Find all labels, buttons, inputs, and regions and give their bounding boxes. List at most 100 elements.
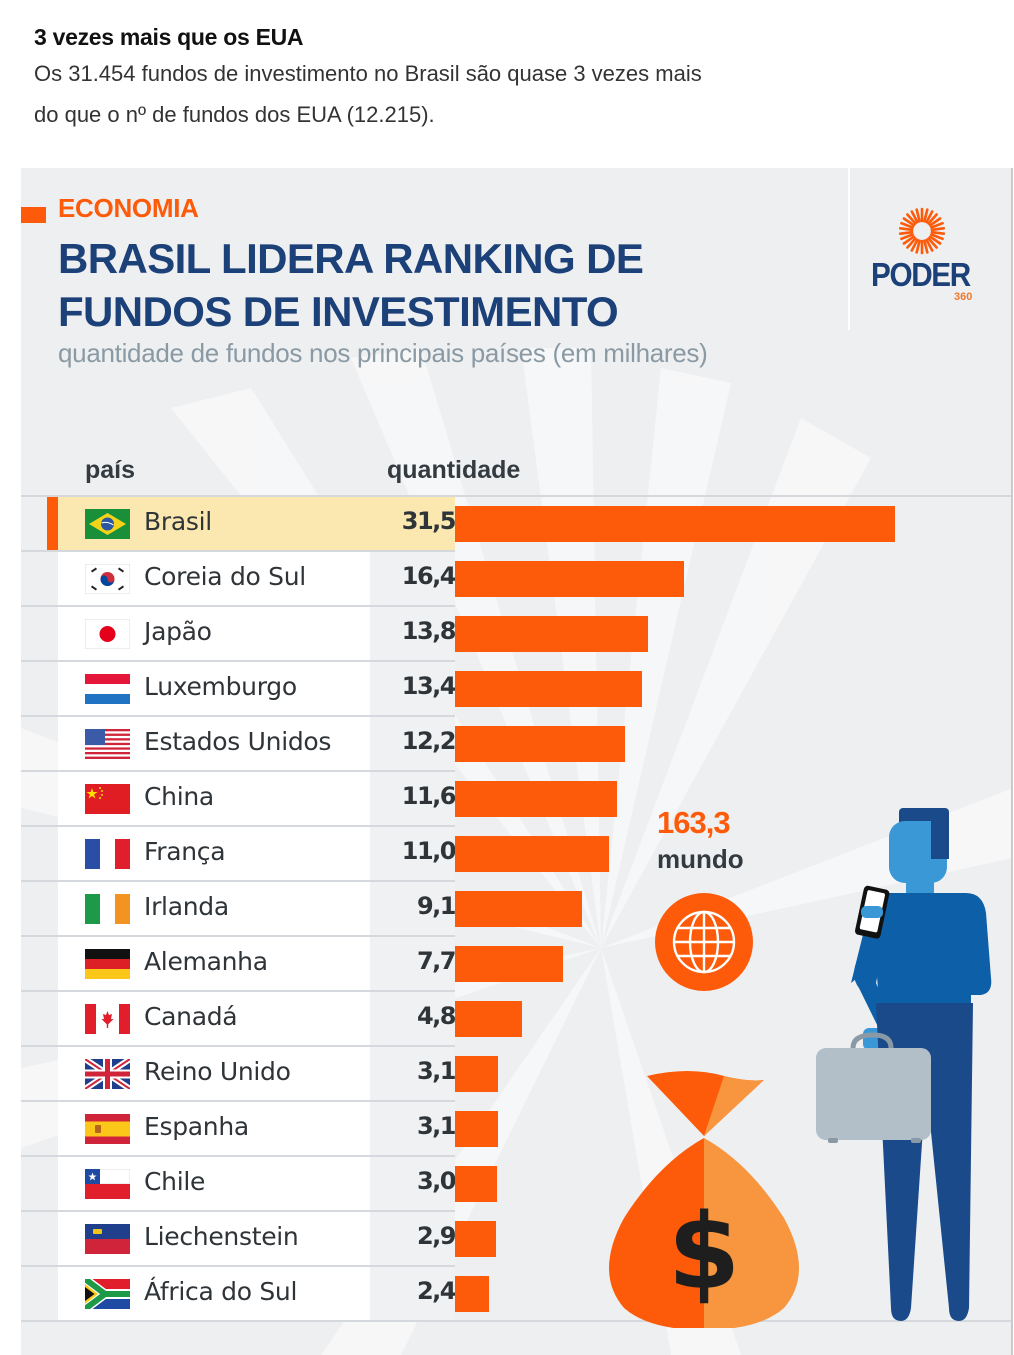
row-divider [21,550,455,552]
table-row: Japão 13,8 [21,607,1011,662]
value-cell [370,937,455,990]
value-label: 9,1 [416,892,457,920]
value-label: 13,8 [401,617,457,645]
value-cell [370,772,455,825]
bar [455,506,895,542]
table-row: Luxemburgo 13,4 [21,662,1011,717]
flag-br-icon [85,509,130,539]
businessman-illustration [816,808,992,1321]
bar [455,1001,522,1037]
row-divider [21,880,455,882]
bar [455,1111,498,1147]
bar [455,561,684,597]
country-name: Reino Unido [144,1057,291,1086]
bar [455,781,617,817]
row-divider [21,935,455,937]
value-label: 3,0 [416,1167,457,1195]
bar [455,946,563,982]
table-row: China 11,6 [21,772,1011,827]
article-intro: 3 vezes mais que os EUA Os 31.454 fundos… [34,24,714,135]
money-bag-icon: $ [609,1071,799,1328]
bar [455,726,625,762]
intro-body: Os 31.454 fundos de investimento no Bras… [34,61,702,127]
flag-gb-icon [85,1059,130,1089]
row-divider [21,660,455,662]
country-name: Japão [144,617,212,646]
country-name: Chile [144,1167,206,1196]
row-divider [21,1265,455,1267]
flag-us-icon [85,729,130,759]
value-cell [370,1212,455,1265]
flag-li-icon [85,1224,130,1254]
table-row: França 11,0 [21,827,1011,882]
value-cell [370,607,455,660]
value-label: 3,1 [416,1112,457,1140]
value-label: 2,4 [416,1277,457,1305]
country-name: Canadá [144,1002,238,1031]
world-total-value: 163,3 [657,805,731,840]
row-divider [21,1100,455,1102]
value-cell [370,497,455,550]
title-line-2: FUNDOS DE INVESTIMENTO [58,288,619,335]
intro-heading: 3 vezes mais que os EUA [34,24,304,50]
row-divider [21,715,455,717]
bar [455,1221,496,1257]
country-name: África do Sul [144,1277,298,1306]
value-label: 7,7 [416,947,457,975]
flag-ie-icon [85,894,130,924]
flag-de-icon [85,949,130,979]
table-row: Irlanda 9,1 [21,882,1011,937]
country-name: Espanha [144,1112,249,1141]
table-row: Espanha 3,1 [21,1102,1011,1157]
flag-za-icon [85,1279,130,1309]
column-header-country: país [85,456,136,484]
bar [455,616,648,652]
table-row: Chile 3,0 [21,1157,1011,1212]
flag-cl-icon [85,1169,130,1199]
chart-title: BRASIL LIDERA RANKING DE FUNDOS DE INVES… [58,232,644,338]
value-label: 11,0 [401,837,457,865]
value-cell [370,552,455,605]
title-line-1: BRASIL LIDERA RANKING DE [58,235,644,282]
country-name: Estados Unidos [144,727,332,756]
value-label: 16,4 [401,562,457,590]
country-name: Alemanha [144,947,268,976]
value-cell [370,1267,455,1320]
table-row: África do Sul 2,4 [21,1267,1011,1322]
section-tag: ECONOMIA [58,193,199,223]
table-row: Liechenstein 2,9 [21,1212,1011,1267]
bar [455,891,582,927]
tag-marker [21,207,46,223]
bar [455,836,609,872]
value-cell [370,1102,455,1155]
bar [455,1166,497,1202]
value-cell [370,717,455,770]
flag-fr-icon [85,839,130,869]
row-divider [21,770,455,772]
infographic-panel: ECONOMIA BRASIL LIDERA RANKING DE FUNDOS… [21,168,1013,1355]
row-divider [21,1045,455,1047]
table-row: Alemanha 7,7 [21,937,1011,992]
logo-divider [848,168,850,330]
value-cell [370,992,455,1045]
flag-es-icon [85,1114,130,1144]
country-name: Brasil [144,507,212,536]
flag-cn-icon [85,784,130,814]
value-label: 11,6 [401,782,457,810]
value-cell [370,882,455,935]
value-cell [370,662,455,715]
value-cell [370,1047,455,1100]
country-name: Liechenstein [144,1222,299,1251]
bar [455,671,642,707]
sunburst-logo-icon [898,207,946,255]
value-label: 12,2 [401,727,457,755]
table-row: Reino Unido 3,1 [21,1047,1011,1102]
ranking-table: Brasil 31,5 Coreia do Sul 16,4 Japão 13,8 Luxe… [21,497,1011,1322]
logo-number: 360 [954,291,973,303]
value-label: 4,8 [416,1002,457,1030]
poder360-logo: PODER 360 [869,206,979,306]
country-name: Coreia do Sul [144,562,306,591]
value-label: 13,4 [401,672,457,700]
country-name: China [144,782,214,811]
flag-ca-icon [85,1004,130,1034]
